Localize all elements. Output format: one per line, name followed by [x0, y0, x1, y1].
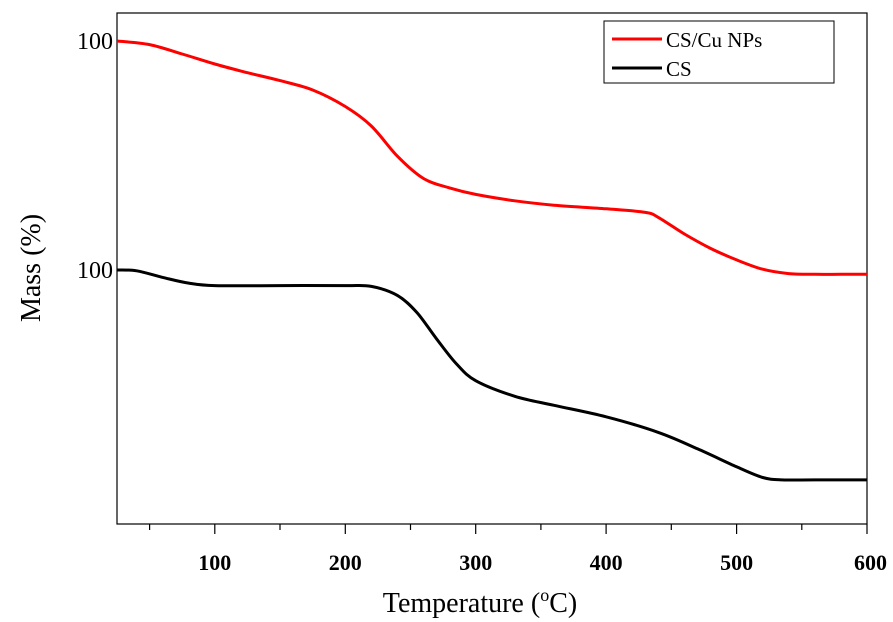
legend-label-cs-cu-nps: CS/Cu NPs [666, 28, 762, 52]
legend: CS/Cu NPs CS [603, 20, 835, 84]
x-tick-label-600: 600 [854, 550, 887, 575]
series-layer [116, 39, 867, 482]
x-tick-label-200: 200 [329, 550, 362, 575]
x-axis-title-main: Temperature ( [383, 588, 540, 619]
legend-box [603, 20, 835, 84]
series-line-cs-cu-nps [116, 39, 867, 276]
x-axis: 100 200 300 400 500 600 [149, 524, 887, 575]
x-axis-title-degree: o [540, 585, 549, 605]
plot-frame [116, 12, 868, 525]
series-line-cs [116, 268, 867, 482]
x-tick-label-500: 500 [720, 550, 753, 575]
y-axis-title: Mass (%) [16, 214, 47, 322]
x-axis-title-end: C) [549, 588, 577, 619]
y-tick-label-lower: 100 [77, 258, 113, 284]
x-axis-title: Temperature (oC) [383, 585, 577, 619]
y-tick-label-upper: 100 [77, 29, 113, 55]
x-tick-label-400: 400 [590, 550, 623, 575]
x-tick-label-100: 100 [198, 550, 231, 575]
legend-label-cs: CS [666, 57, 692, 81]
x-tick-label-300: 300 [459, 550, 492, 575]
